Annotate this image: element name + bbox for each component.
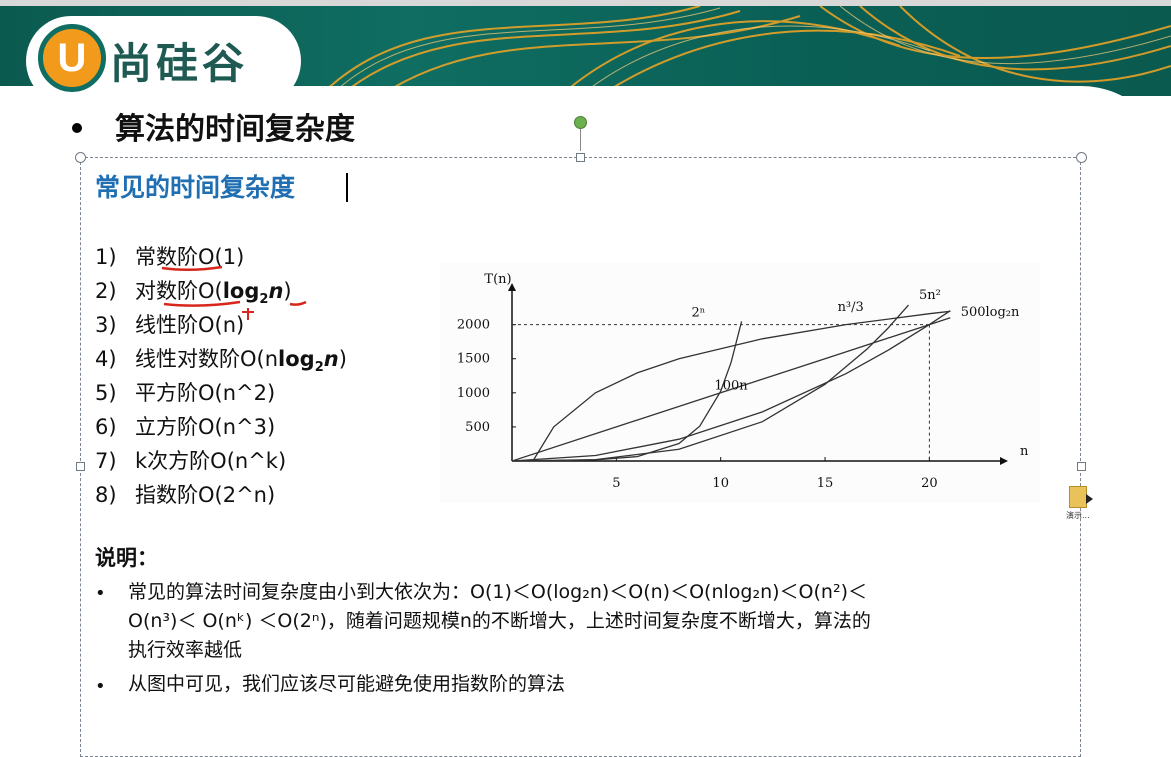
list-label: 对数阶O(: [135, 279, 223, 303]
list-number: 4): [95, 347, 117, 371]
resize-handle-right[interactable]: [1077, 462, 1086, 471]
note-line: 执行效率越低: [128, 639, 243, 661]
notes-heading: 说明：: [95, 546, 158, 570]
x-tick-label: 5: [612, 476, 620, 491]
textbox-subtitle[interactable]: 常见的时间复杂度: [95, 173, 296, 202]
list-label: 常数阶O(1): [135, 245, 245, 269]
banner-swirls: [319, 6, 1171, 96]
list-item: 4) 线性对数阶O(nlog2n): [95, 342, 347, 376]
list-item: 2) 对数阶O(log2n): [95, 274, 347, 308]
y-tick-label: 2000: [457, 318, 490, 333]
red-annotation-marks: [161, 265, 307, 320]
list-label: 平方阶O(n^2): [135, 381, 276, 405]
x-axis-label: n: [1020, 444, 1029, 459]
series-label: 500log₂n: [961, 305, 1020, 320]
list-item: 5) 平方阶O(n^2): [95, 376, 347, 410]
cursor-arrow-icon: [1086, 494, 1093, 504]
chart-plot: 5 10 15 20 500 1000 1500 2000 T(n) n 2ⁿ n³/3 5n² 100n…: [457, 272, 1029, 491]
text-caret: [346, 173, 348, 202]
y-axis-label: T(n): [484, 272, 511, 287]
list-number: 1): [95, 245, 117, 269]
list-item: 8) 指数阶O(2^n): [95, 478, 347, 512]
resize-handle-top-right[interactable]: [1076, 152, 1087, 163]
resize-handle-top[interactable]: [576, 153, 585, 162]
x-tick-label: 15: [817, 476, 834, 491]
list-label: 指数阶O(2^n): [135, 483, 276, 507]
list-item: 6) 立方阶O(n^3): [95, 410, 347, 444]
series-line: [512, 310, 951, 461]
list-label: 线性对数阶O(n: [135, 347, 279, 371]
logo-icon: U: [38, 24, 106, 92]
series-line: [532, 310, 951, 461]
complexity-chart: 5 10 15 20 500 1000 1500 2000 T(n) n 2ⁿ n³/3 5n² 100n…: [440, 263, 1040, 503]
series-line: [512, 304, 909, 461]
list-item: 3) 线性阶O(n): [95, 308, 347, 342]
list-number: 7): [95, 449, 117, 473]
note-line: O(n³)＜ O(nᵏ) ＜O(2ⁿ)，随着问题规模n的不断增大，上述时间复杂度…: [128, 610, 871, 632]
slide-title[interactable]: 算法的时间复杂度: [115, 112, 355, 147]
list-number: 5): [95, 381, 117, 405]
y-tick-label: 1500: [457, 352, 490, 367]
rotate-handle[interactable]: [574, 116, 587, 129]
x-tick-label: 10: [712, 476, 729, 491]
series-label: 2ⁿ: [691, 306, 705, 321]
list-number: 3): [95, 313, 117, 337]
y-tick-label: 500: [465, 420, 490, 435]
file-label: 演示...: [1066, 511, 1090, 520]
note-line: 常见的算法时间复杂度由小到大依次为：O(1)＜O(log₂n)＜O(n)＜O(n…: [128, 581, 867, 603]
series-label: n³/3: [838, 300, 864, 315]
note-line: 从图中可见，我们应该尽可能避免使用指数阶的算法: [128, 673, 566, 695]
list-number: 2): [95, 279, 117, 303]
x-tick-label: 20: [921, 476, 938, 491]
resize-handle-left[interactable]: [76, 462, 85, 471]
list-number: 6): [95, 415, 117, 439]
y-axis-arrow: [508, 283, 516, 291]
window-top-strip: [0, 0, 1171, 6]
series-label: 100n: [714, 378, 748, 393]
note-bullet: •: [95, 676, 106, 697]
log-term: log2n: [222, 279, 284, 308]
x-axis-arrow: [1000, 457, 1008, 465]
list-item: 1) 常数阶O(1): [95, 240, 347, 274]
list-label: 立方阶O(n^3): [135, 415, 276, 439]
note-bullet: •: [95, 583, 106, 604]
series-line: [512, 317, 951, 461]
resize-handle-top-left[interactable]: [75, 152, 86, 163]
list-item: 7) k次方阶O(n^k): [95, 444, 347, 478]
folder-icon[interactable]: [1069, 486, 1087, 508]
title-bullet: [72, 123, 82, 133]
rotate-stem: [580, 129, 581, 151]
list-label: 线性阶O(n): [135, 313, 245, 337]
list-label: k次方阶O(n^k): [135, 449, 287, 473]
complexity-list: 1) 常数阶O(1) 2) 对数阶O(log2n) 3) 线性阶O(n) 4) 线性对数…: [95, 240, 347, 512]
logo-letter: U: [57, 36, 87, 80]
y-tick-label: 1000: [457, 386, 490, 401]
chart-background: [440, 263, 1040, 503]
logo-text: 尚硅谷: [110, 39, 249, 88]
series-label: 5n²: [919, 288, 941, 303]
list-number: 8): [95, 483, 117, 507]
log-term: log2n: [278, 347, 339, 376]
